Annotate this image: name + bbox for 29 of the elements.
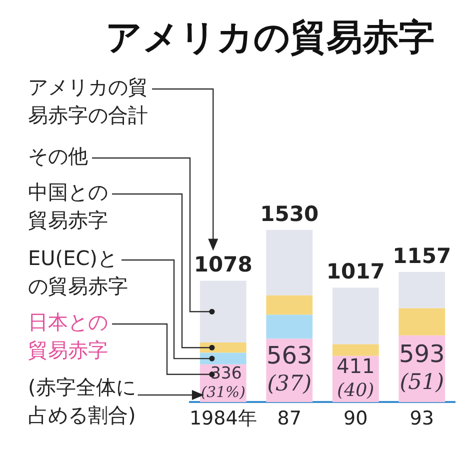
bar: [332, 344, 379, 356]
bar: [266, 295, 313, 315]
data-label: 593 (51): [398, 340, 445, 395]
data-label: 336 (31%): [200, 364, 246, 401]
bar: [398, 308, 446, 336]
text: (赤字全体に占める割合): [28, 375, 136, 428]
total-label: 1530: [260, 202, 319, 226]
bar: [200, 352, 246, 364]
x-tick-label: 87: [277, 408, 302, 430]
data-label: 563 (37): [266, 342, 312, 397]
total-label: 1157: [392, 244, 452, 268]
total-label: 1078: [194, 252, 252, 277]
bar: [398, 272, 446, 308]
bar: [266, 314, 313, 339]
bar: [332, 288, 379, 344]
text: EU(EC)との貿易赤字: [28, 246, 128, 298]
x-tick-label: 90: [344, 408, 368, 430]
text: その他: [28, 144, 88, 168]
bar: [200, 342, 246, 353]
text: アメリカの貿易赤字の合計: [28, 75, 148, 128]
bar: [200, 280, 246, 343]
text: 日本との貿易赤字: [28, 310, 108, 362]
text: 中国との貿易赤字: [28, 180, 108, 232]
chart-title: アメリカの貿易赤字: [106, 17, 434, 58]
x-tick-label: 1984年: [189, 408, 257, 430]
bar: [266, 230, 313, 296]
x-tick-label: 93: [410, 408, 434, 430]
total-label: 1017: [326, 260, 385, 284]
data-label: 411 (40): [336, 354, 375, 401]
